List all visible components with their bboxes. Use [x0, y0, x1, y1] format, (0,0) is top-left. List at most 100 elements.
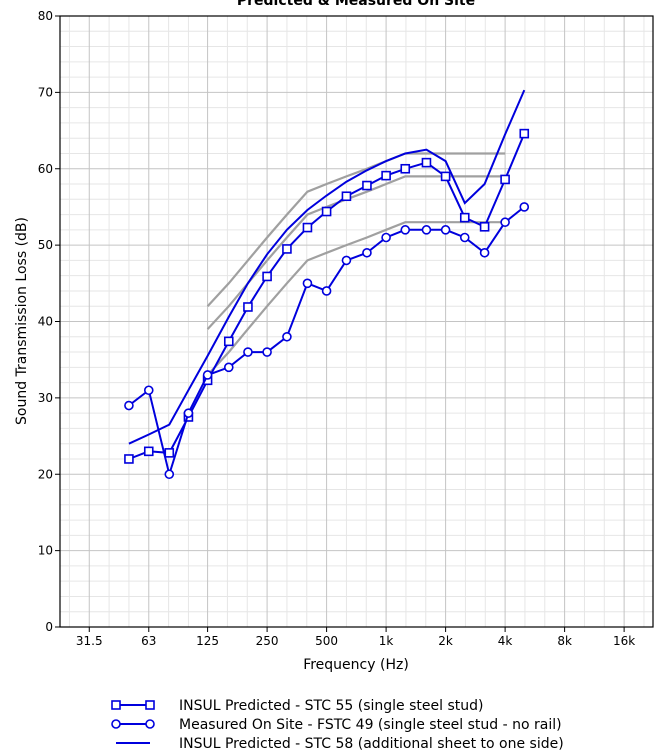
series-line: [128, 89, 526, 445]
y-axis-ticks: 0 10 20 30 40 50 60 70 80: [38, 9, 60, 634]
legend-label: Measured On Site - FSTC 49 (single steel…: [179, 717, 562, 733]
y-tick-label: 80: [38, 9, 53, 23]
data-point: [262, 271, 272, 282]
x-axis-ticks: 31.5 63 125 250 500 1k 2k 4k 8k 16k: [76, 627, 635, 648]
y-tick-label: 50: [38, 238, 53, 252]
data-point: [341, 255, 352, 266]
data-point: [321, 206, 332, 217]
data-point: [519, 202, 530, 212]
y-tick-label: 60: [38, 162, 53, 176]
y-tick-label: 70: [38, 85, 53, 99]
data-point: [443, 159, 448, 164]
x-tick-label: 1k: [379, 634, 394, 648]
x-tick-label: 8k: [557, 634, 572, 648]
data-point: [164, 469, 175, 480]
data-point: [479, 247, 490, 258]
legend-label: INSUL Predicted - STC 58 (additional she…: [179, 736, 564, 752]
data-point: [226, 314, 231, 319]
data-point: [202, 370, 213, 380]
data-point: [223, 362, 234, 373]
data-point: [440, 225, 451, 235]
x-tick-label: 125: [196, 634, 219, 648]
data-point: [143, 385, 154, 396]
data-point: [265, 252, 270, 257]
data-point: [126, 441, 131, 446]
x-tick-label: 63: [141, 634, 156, 648]
data-point: [362, 247, 372, 258]
data-point: [403, 151, 408, 156]
data-point: [205, 353, 210, 358]
legend-marker: [145, 700, 155, 710]
data-point: [344, 179, 349, 184]
data-point: [459, 232, 470, 243]
legend-marker: [111, 700, 121, 710]
data-point: [143, 446, 154, 457]
minor-grid: [60, 16, 653, 627]
data-point: [282, 244, 292, 254]
data-point: [462, 201, 467, 206]
legend-marker: [111, 719, 121, 729]
x-tick-label: 500: [315, 634, 338, 648]
x-tick-label: 16k: [613, 634, 635, 648]
data-point: [381, 232, 391, 243]
data-point: [424, 147, 429, 152]
data-point: [503, 132, 508, 137]
data-point: [500, 217, 510, 228]
x-tick-label: 4k: [498, 634, 513, 648]
data-point: [421, 225, 432, 235]
y-axis-title: Sound Transmission Loss (dB): [14, 217, 30, 425]
data-point: [362, 180, 372, 191]
data-point: [223, 336, 234, 347]
data-point: [305, 207, 310, 212]
x-tick-label: 2k: [438, 634, 453, 648]
data-point: [124, 400, 134, 411]
legend-label: INSUL Predicted - STC 55 (single steel s…: [179, 698, 483, 714]
data-point: [482, 182, 487, 187]
data-point: [243, 302, 253, 312]
y-tick-label: 10: [38, 544, 53, 558]
data-point: [421, 157, 432, 168]
data-point: [381, 170, 391, 181]
data-point: [183, 408, 194, 418]
legend: INSUL Predicted - STC 55 (single steel s…: [111, 698, 564, 752]
data-point: [186, 388, 191, 393]
data-point: [124, 454, 134, 464]
data-point: [500, 174, 510, 185]
data-point: [262, 347, 272, 357]
x-tick-label: 31.5: [76, 634, 103, 648]
data-point: [284, 227, 289, 232]
y-tick-label: 30: [38, 391, 53, 405]
reference-contours: [206, 152, 506, 376]
data-point: [400, 163, 411, 174]
data-point: [146, 432, 151, 437]
reference-contour-line: [206, 152, 506, 307]
data-point: [519, 128, 530, 139]
y-tick-label: 0: [45, 620, 53, 634]
data-point: [302, 278, 313, 289]
x-tick-label: 250: [256, 634, 279, 648]
reference-contour-line: [206, 175, 506, 330]
data-point: [440, 171, 451, 182]
series-layer: [124, 88, 530, 480]
reference-contour-line: [206, 221, 506, 376]
chart-title: Predicted & Measured On Site: [237, 0, 475, 9]
data-point: [243, 347, 253, 357]
data-point: [341, 191, 352, 202]
data-point: [384, 159, 389, 164]
data-point: [479, 221, 490, 232]
legend-marker: [145, 719, 155, 729]
y-tick-label: 20: [38, 467, 53, 481]
data-point: [164, 448, 175, 458]
data-point: [400, 225, 411, 235]
data-point: [364, 168, 369, 173]
y-tick-label: 40: [38, 315, 53, 329]
data-point: [324, 193, 329, 198]
data-point: [459, 212, 470, 223]
data-point: [321, 286, 332, 296]
data-point: [167, 422, 172, 427]
data-point: [245, 281, 250, 286]
data-point: [522, 88, 527, 93]
data-point: [282, 331, 292, 342]
x-axis-title: Frequency (Hz): [303, 657, 409, 673]
